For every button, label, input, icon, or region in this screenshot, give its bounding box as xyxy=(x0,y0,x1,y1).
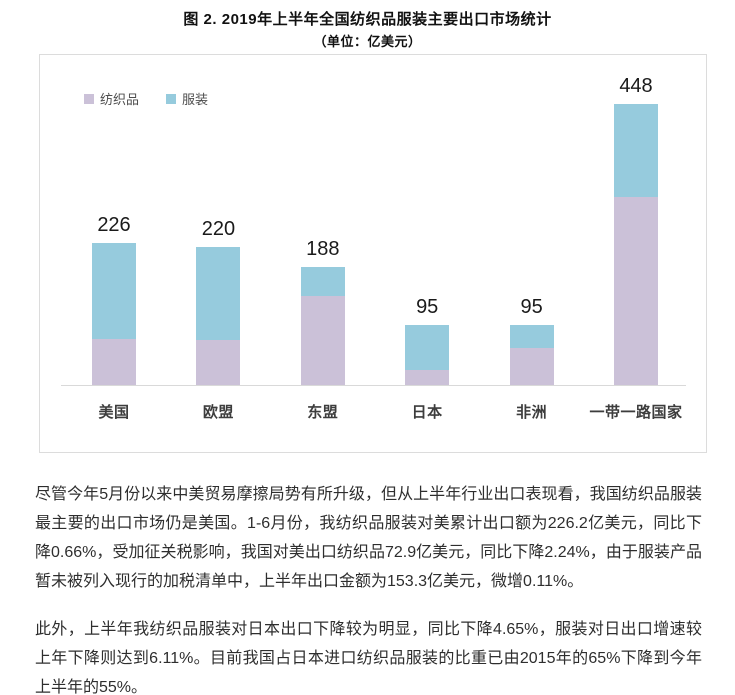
x-axis-category-label: 非洲 xyxy=(516,404,548,421)
textile-swatch-icon xyxy=(84,93,94,104)
legend-label-textile: 纺织品 xyxy=(100,92,140,107)
bar-total-label: 188 xyxy=(306,238,340,260)
commentary-paragraph-2: 此外，上半年我纺织品服装对日本出口下降较为明显，同比下降4.65%，服装对日出口… xyxy=(35,621,702,695)
bar-segment-apparel xyxy=(614,104,658,197)
x-axis-category-label: 欧盟 xyxy=(202,404,234,421)
legend-item-textile: 纺织品 xyxy=(84,89,139,108)
bar-segment-textile xyxy=(92,339,136,385)
bar-segment-apparel xyxy=(92,243,136,339)
x-axis-category-label: 东盟 xyxy=(307,404,339,421)
bar-total-label: 448 xyxy=(619,75,653,97)
legend-item-apparel: 服装 xyxy=(166,89,208,108)
bar-total-label: 95 xyxy=(520,296,543,318)
chart-title: 图 2. 2019年上半年全国纺织品服装主要出口市场统计 xyxy=(183,11,552,28)
apparel-swatch-icon xyxy=(166,93,177,104)
bar-segment-apparel xyxy=(405,325,450,370)
bar-total-label: 226 xyxy=(97,214,131,236)
bar-segment-apparel xyxy=(300,267,345,296)
chart-plot: 226 美国 220 欧盟 188 东盟 95 日本 95 非洲 448 一带一路国家 xyxy=(40,55,706,452)
bar-segment-textile xyxy=(509,348,554,385)
commentary-paragraph-1: 尽管今年5月份以来中美贸易摩擦局势有所升级，但从上半年行业出口表现看，我国纺织品… xyxy=(35,486,702,590)
chart-unit-label: （单位：亿美元） xyxy=(313,34,422,49)
chart-legend: 纺织品 服装 xyxy=(84,89,235,108)
x-axis-category-label: 美国 xyxy=(98,404,130,421)
bar-segment-textile xyxy=(405,370,450,385)
bar-segment-textile xyxy=(300,296,345,385)
bar-segment-textile xyxy=(196,340,241,385)
commentary-section: 尽管今年5月份以来中美贸易摩擦局势有所升级，但从上半年行业出口表现看，我国纺织品… xyxy=(35,480,702,695)
chart-panel: 226 美国 220 欧盟 188 东盟 95 日本 95 非洲 448 一带一路国家 纺织品 服装 xyxy=(39,54,707,453)
x-axis-category-label: 日本 xyxy=(411,404,443,421)
bar-total-label: 95 xyxy=(416,296,439,318)
x-axis-line xyxy=(61,385,686,386)
bar-segment-apparel xyxy=(509,325,554,348)
bar-segment-apparel xyxy=(196,247,241,340)
bar-segment-textile xyxy=(614,197,658,385)
bar-total-label: 220 xyxy=(201,218,236,240)
legend-label-apparel: 服装 xyxy=(182,92,209,107)
x-axis-category-label: 一带一路国家 xyxy=(589,404,683,421)
